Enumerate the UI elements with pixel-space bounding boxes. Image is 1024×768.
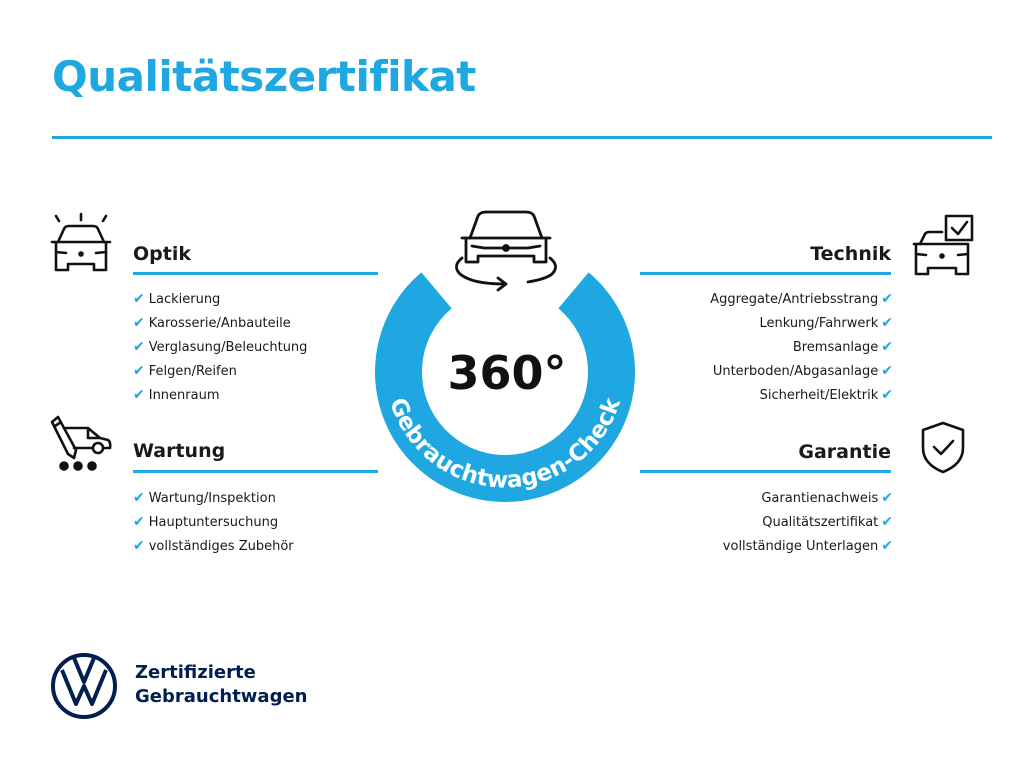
check-icon: ✔ xyxy=(881,538,893,554)
check-icon: ✔ xyxy=(881,490,893,506)
list-item: ✔ Felgen/Reifen xyxy=(133,363,237,379)
car-rotate-icon xyxy=(455,210,557,292)
brand-line-1: Zertifizierte xyxy=(135,662,256,683)
title-divider xyxy=(52,136,992,139)
list-item: Qualitätszertifikat ✔ xyxy=(762,514,893,530)
garantie-list: Garantienachweis ✔ Qualitätszertifikat ✔ v… xyxy=(723,489,893,561)
check-icon: ✔ xyxy=(133,490,145,506)
check-icon: ✔ xyxy=(133,387,145,403)
check-icon: ✔ xyxy=(881,363,893,379)
shield-check-icon xyxy=(921,421,965,474)
list-item: ✔ Lackierung xyxy=(133,291,221,307)
check-icon: ✔ xyxy=(133,538,145,554)
list-item: ✔ Verglasung/Beleuchtung xyxy=(133,339,308,355)
list-item: ✔ Wartung/Inspektion xyxy=(133,490,276,506)
check-icon: ✔ xyxy=(133,291,145,307)
list-item: Sicherheit/Elektrik ✔ xyxy=(759,387,893,403)
section-divider-optik xyxy=(133,272,378,275)
car-lights-icon xyxy=(50,212,112,272)
brand-line-2: Gebrauchtwagen xyxy=(135,686,308,707)
section-divider-technik xyxy=(640,272,891,275)
list-item: Lenkung/Fahrwerk ✔ xyxy=(759,315,893,331)
wartung-list: ✔ Wartung/Inspektion ✔ Hauptuntersuchung ✔… xyxy=(133,489,294,561)
technik-list: Aggregate/Antriebsstrang ✔ Lenkung/Fahrwe… xyxy=(710,290,893,410)
section-divider-wartung xyxy=(133,470,378,473)
brand-text: Zertifizierte Gebrauchtwagen xyxy=(135,661,307,709)
section-heading-optik: Optik xyxy=(133,243,191,265)
section-heading-wartung: Wartung xyxy=(133,440,226,462)
car-checkbox-icon xyxy=(912,214,974,276)
list-item: Unterboden/Abgasanlage ✔ xyxy=(712,363,893,379)
check-icon: ✔ xyxy=(881,315,893,331)
page-title: Qualitätszertifikat xyxy=(52,52,476,101)
list-item: Garantienachweis ✔ xyxy=(761,490,893,506)
check-icon: ✔ xyxy=(881,514,893,530)
list-item: Aggregate/Antriebsstrang ✔ xyxy=(710,291,893,307)
vw-logo xyxy=(51,653,117,719)
section-divider-garantie xyxy=(640,470,891,473)
check-icon: ✔ xyxy=(881,387,893,403)
list-item: ✔ Innenraum xyxy=(133,387,220,403)
check-icon: ✔ xyxy=(881,339,893,355)
optik-list: ✔ Lackierung ✔ Karosserie/Anbauteile ✔ Verg… xyxy=(133,290,307,410)
check-icon: ✔ xyxy=(133,339,145,355)
check-icon: ✔ xyxy=(881,291,893,307)
badge-ring xyxy=(375,272,635,502)
list-item: ✔ Hauptuntersuchung xyxy=(133,514,279,530)
section-heading-garantie: Garantie xyxy=(798,441,891,463)
check-icon: ✔ xyxy=(133,315,145,331)
badge-value: 360° xyxy=(447,346,566,400)
list-item: ✔ vollständiges Zubehör xyxy=(133,538,294,554)
section-heading-technik: Technik xyxy=(810,243,891,265)
service-car-icon xyxy=(50,415,112,471)
check-icon: ✔ xyxy=(133,514,145,530)
list-item: Bremsanlage ✔ xyxy=(792,339,893,355)
check-icon: ✔ xyxy=(133,363,145,379)
list-item: vollständige Unterlagen ✔ xyxy=(722,538,893,554)
list-item: ✔ Karosserie/Anbauteile xyxy=(133,315,291,331)
